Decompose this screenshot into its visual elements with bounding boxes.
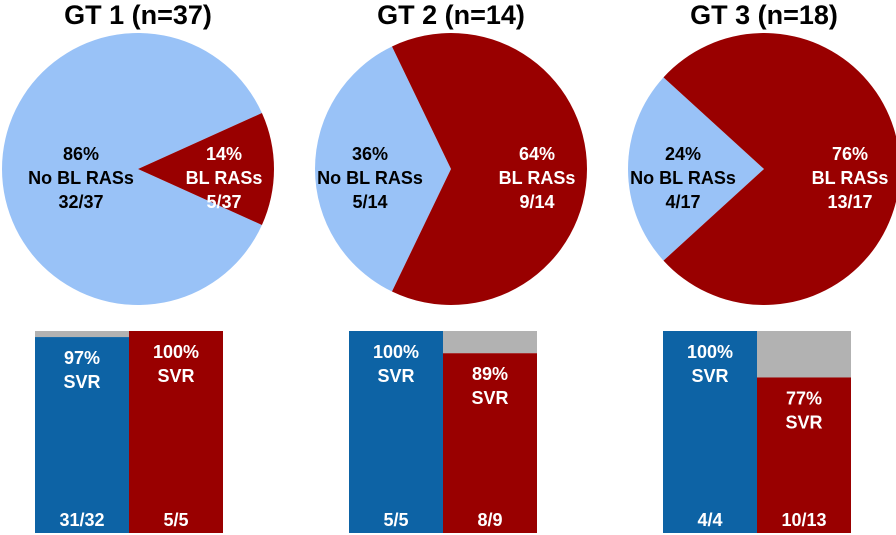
bar-bl-rass: 77% SVR 10/13 [757,331,851,533]
pie-label-bl-count: 13/17 [827,192,872,212]
pie-label-no-bl-name: No BL RASs [317,168,423,188]
bar-svr-segment [349,331,443,533]
panel-title: GT 1 (n=37) [64,0,212,30]
bar-count-label: 31/32 [59,510,104,530]
bar-count-label: 4/4 [697,510,722,530]
genotype-panel-2: GT 2 (n=14) 36% No BL RASs 5/14 64% BL RASs 9/… [315,0,587,533]
bar-svr-label: SVR [785,412,822,432]
bar-non-svr-segment [757,331,851,378]
bar-bl-rass: 100% SVR 5/5 [129,331,223,533]
bar-no-bl-rass: 100% SVR 5/5 [349,331,443,533]
genotype-panel-3: GT 3 (n=18) 24% No BL RASs 4/17 76% BL RASs 13… [628,0,896,533]
bar-svr-label: SVR [63,372,100,392]
bar-svr-label: SVR [471,388,508,408]
bar-svr-label: SVR [157,366,194,386]
panel-title: GT 2 (n=14) [377,0,525,30]
bar-percent-label: 89% [472,364,508,384]
bar-svr-label: SVR [377,366,414,386]
pie-label-no-bl-count: 32/37 [58,192,103,212]
pie-slice-no-bl-rass [315,46,451,292]
pie-label-bl-percent: 64% [519,144,555,164]
bar-count-label: 8/9 [477,510,502,530]
bar-percent-label: 100% [373,342,419,362]
pie-label-bl-percent: 14% [206,144,242,164]
pie-label-no-bl-name: No BL RASs [630,168,736,188]
bar-svr-segment [663,331,757,533]
bar-svr-segment [757,377,851,533]
bar-no-bl-rass: 97% SVR 31/32 [35,331,129,533]
bar-svr-label: SVR [691,366,728,386]
bar-svr-segment [35,337,129,533]
bar-percent-label: 97% [64,348,100,368]
pie-slice-bl-rass [663,33,896,305]
genotype-panel-1: GT 1 (n=37) 86% No BL RASs 32/37 14% BL RASs 5… [2,0,274,533]
pie-label-bl-name: BL RASs [812,168,889,188]
pie-slice-bl-rass [138,112,274,226]
pie-slice-no-bl-rass [2,32,262,305]
pie-label-no-bl-percent: 86% [63,144,99,164]
pie-label-no-bl-count: 4/17 [665,192,700,212]
bar-percent-label: 100% [153,342,199,362]
pie-label-bl-name: BL RASs [186,168,263,188]
pie-slice-no-bl-rass [628,77,764,261]
pie-label-no-bl-percent: 24% [665,144,701,164]
bar-count-label: 10/13 [781,510,826,530]
pie-slice-bl-rass [391,33,587,305]
pie-label-bl-count: 9/14 [519,192,554,212]
pie-label-bl-name: BL RASs [499,168,576,188]
pie-label-no-bl-count: 5/14 [352,192,387,212]
bar-non-svr-segment [35,331,129,338]
bar-percent-label: 77% [786,388,822,408]
bar-count-label: 5/5 [163,510,188,530]
pie-label-no-bl-percent: 36% [352,144,388,164]
bar-no-bl-rass: 100% SVR 4/4 [663,331,757,533]
bar-svr-segment [443,353,537,533]
pie-label-bl-count: 5/37 [206,192,241,212]
pie-label-bl-percent: 76% [832,144,868,164]
pie-label-no-bl-name: No BL RASs [28,168,134,188]
bar-count-label: 5/5 [383,510,408,530]
bar-bl-rass: 89% SVR 8/9 [443,331,537,533]
panel-title: GT 3 (n=18) [690,0,838,30]
bar-percent-label: 100% [687,342,733,362]
bar-svr-segment [129,331,223,533]
bar-non-svr-segment [443,331,537,354]
